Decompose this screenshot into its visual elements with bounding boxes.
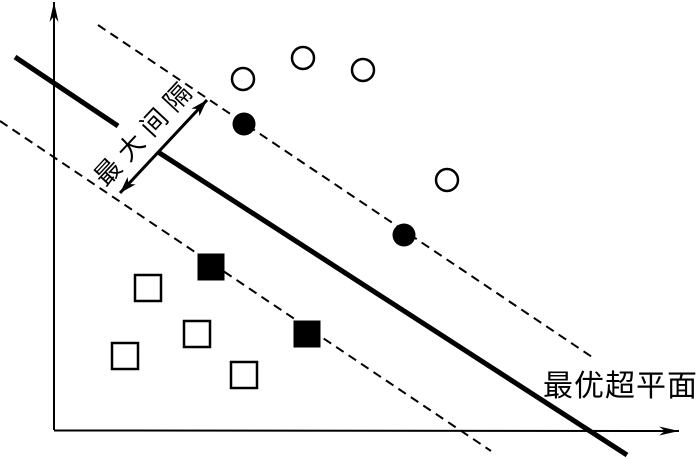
max-margin-label: 最大间隔 <box>89 73 203 192</box>
sample-square-open <box>182 319 212 349</box>
sample-square-solid <box>197 253 225 281</box>
sample-square-solid <box>293 320 321 348</box>
margin-line-lower <box>0 120 492 452</box>
sample-square-open <box>229 360 259 390</box>
sample-square-open <box>110 341 140 371</box>
x-axis-arrowhead-icon <box>658 426 679 436</box>
hyperplane-line-segment-2 <box>156 149 629 458</box>
margin-arrow-head-lower-icon <box>120 176 136 193</box>
sample-circle-open <box>230 66 256 92</box>
margin-arrow-layer <box>118 98 209 195</box>
samples-layer <box>110 45 460 390</box>
sample-circle-solid <box>392 223 416 247</box>
margin-arrow-shaft <box>118 98 209 195</box>
margin-lines-layer <box>0 24 593 452</box>
margin-arrow-head-upper-icon <box>191 100 207 117</box>
y-axis-arrowhead-icon <box>49 2 59 22</box>
axes-layer <box>49 2 680 436</box>
sample-circle-solid <box>232 112 256 136</box>
optimal-hyperplane-label: 最优超平面 <box>543 370 698 403</box>
sample-circle-open <box>290 45 316 71</box>
x-axis <box>53 429 680 432</box>
hyperplane-line-segment-1 <box>13 54 120 129</box>
sample-circle-open <box>434 167 460 193</box>
sample-circle-open <box>350 57 376 83</box>
sample-square-open <box>133 273 163 303</box>
hyperplane-layer <box>13 54 629 458</box>
margin-line-upper <box>97 24 593 358</box>
